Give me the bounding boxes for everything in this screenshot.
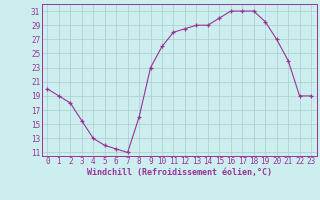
X-axis label: Windchill (Refroidissement éolien,°C): Windchill (Refroidissement éolien,°C) xyxy=(87,168,272,177)
